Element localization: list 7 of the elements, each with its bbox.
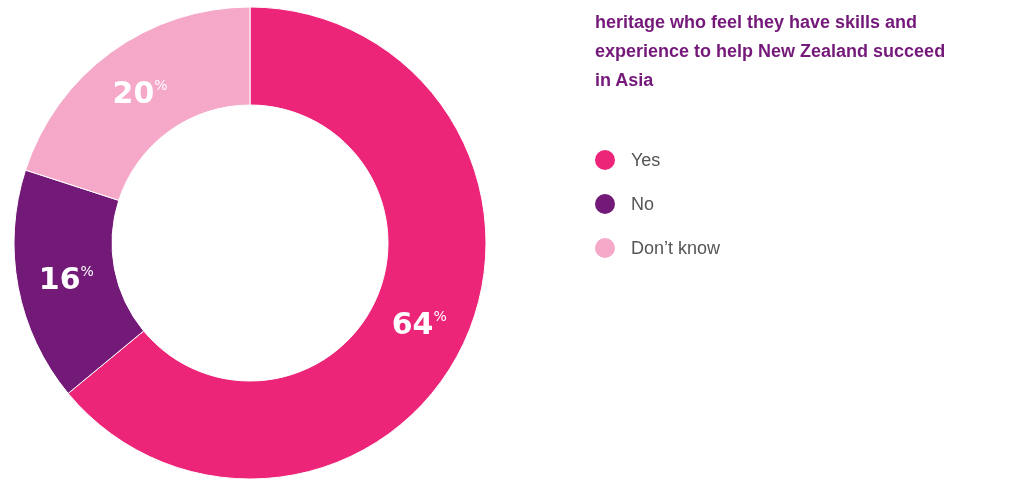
data-label: 64$^{%}$ xyxy=(391,305,447,341)
data-label: 16$^{%}$ xyxy=(38,261,94,297)
data-label: 20$^{%}$ xyxy=(112,74,168,110)
legend-label: No xyxy=(631,194,655,214)
legend-label: Don’t know xyxy=(631,238,722,258)
text: heritage who feel they have skills and experience to help New Zealand succeed in Asia xyxy=(595,12,946,90)
legend-label: Yes xyxy=(631,150,661,170)
